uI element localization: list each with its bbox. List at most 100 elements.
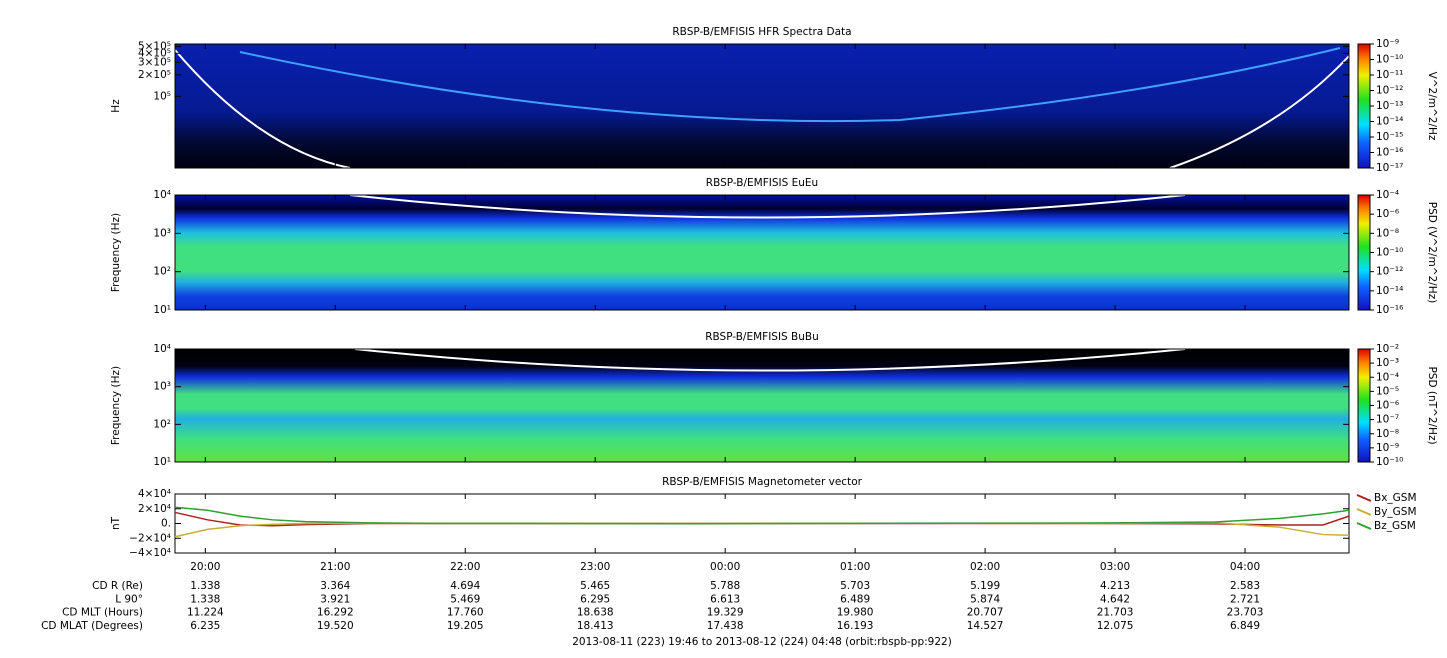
ephemeris-value: 17.438 <box>707 620 744 632</box>
ephemeris-label: L 90° <box>115 593 143 605</box>
y-tick-label: 10³ <box>153 227 171 239</box>
spectrogram-image <box>175 195 1349 310</box>
ephemeris-value: 6.613 <box>710 593 740 605</box>
y-tick-label: 10² <box>153 266 171 278</box>
y-tick-label: 2×10⁵ <box>138 69 171 81</box>
ephemeris-value: 19.329 <box>707 607 744 619</box>
colorbar-tick-label: 10⁻¹⁵ <box>1376 131 1403 143</box>
plot-frame <box>174 348 1350 463</box>
ephemeris-value: 16.292 <box>317 607 354 619</box>
y-tick-label: 10² <box>153 418 171 430</box>
spectrogram-image <box>175 349 1349 462</box>
ephemeris-value: 18.638 <box>577 607 614 619</box>
ephemeris-value: 5.465 <box>580 580 610 592</box>
ephemeris-value: 5.469 <box>450 593 480 605</box>
colorbar-tick-label: 10⁻⁹ <box>1376 442 1399 454</box>
y-tick-label: 10⁵ <box>153 90 171 102</box>
ephemeris-value: 6.295 <box>580 593 610 605</box>
colorbar-tick-label: 10⁻⁸ <box>1376 227 1399 239</box>
colorbar-tick-label: 10⁻³ <box>1376 357 1399 369</box>
legend-label: Bz_GSM <box>1374 520 1416 532</box>
ephemeris-value: 3.921 <box>320 593 350 605</box>
colorbar-label: PSD (nT^2/Hz) <box>1426 366 1438 444</box>
panel-title: RBSP-B/EMFISIS HFR Spectra Data <box>672 26 851 38</box>
colorbar-tick-label: 10⁻¹⁰ <box>1376 456 1403 468</box>
ephemeris-value: 2.721 <box>1230 593 1260 605</box>
colorbar-tick-label: 10⁻¹³ <box>1376 100 1403 112</box>
panel-title: RBSP-B/EMFISIS Magnetometer vector <box>662 476 863 488</box>
ephemeris-value: 6.849 <box>1230 620 1260 632</box>
colorbar-tick-label: 10⁻⁹ <box>1376 38 1399 50</box>
ephemeris-value: 18.413 <box>577 620 614 632</box>
colorbar-tick-label: 10⁻⁸ <box>1376 428 1399 440</box>
y-tick-label: 10⁴ <box>153 189 171 201</box>
colorbar-tick-label: 10⁻¹⁴ <box>1376 285 1403 297</box>
x-tick-label: 00:00 <box>710 561 740 573</box>
plot-frame <box>174 194 1350 311</box>
y-axis-label: nT <box>110 516 122 530</box>
colorbar-tick-label: 10⁻¹⁰ <box>1376 247 1403 259</box>
colorbar-label: PSD (V^2/m^2/Hz) <box>1426 202 1438 303</box>
colorbar-tick-label: 10⁻⁶ <box>1376 400 1399 412</box>
y-tick-label: 0. <box>161 518 171 530</box>
plot-frame <box>174 43 1350 169</box>
colorbar-tick-label: 10⁻¹⁷ <box>1376 162 1403 174</box>
x-tick-label: 21:00 <box>320 561 350 573</box>
ephemeris-value: 19.520 <box>317 620 354 632</box>
y-tick-label: 2×10⁴ <box>138 503 171 515</box>
x-tick-label: 01:00 <box>840 561 870 573</box>
legend-swatch <box>1356 522 1372 530</box>
ephemeris-value: 21.703 <box>1097 607 1134 619</box>
panel-title: RBSP-B/EMFISIS EuEu <box>706 177 818 189</box>
ephemeris-value: 4.213 <box>1100 580 1130 592</box>
colorbar-tick-label: 10⁻¹⁶ <box>1376 304 1403 316</box>
ephemeris-value: 4.694 <box>450 580 480 592</box>
y-axis-label: Hz <box>110 99 122 113</box>
colorbar-tick-label: 10⁻⁴ <box>1376 371 1399 383</box>
emission-line <box>239 47 1341 123</box>
ephemeris-value: 19.980 <box>837 607 874 619</box>
x-tick-label: 03:00 <box>1100 561 1130 573</box>
plasma-curve <box>349 194 1186 219</box>
y-tick-label: 5×10⁵ <box>138 40 171 52</box>
colorbar <box>1357 43 1371 169</box>
ephemeris-value: 5.703 <box>840 580 870 592</box>
colorbar-tick-label: 10⁻¹⁴ <box>1376 116 1403 128</box>
y-tick-label: 10⁴ <box>153 343 171 355</box>
y-tick-label: 10¹ <box>153 456 171 468</box>
footer: 2013-08-11 (223) 19:46 to 2013-08-12 (22… <box>572 636 952 648</box>
ephemeris-value: 6.489 <box>840 593 870 605</box>
y-tick-label: 4×10⁴ <box>138 488 171 500</box>
ephemeris-value: 5.874 <box>970 593 1000 605</box>
spectrogram-image <box>175 44 1349 168</box>
y-tick-label: 4×10⁵ <box>138 47 171 59</box>
legend-swatch <box>1356 508 1372 516</box>
ephemeris-value: 23.703 <box>1227 607 1264 619</box>
legend-label: Bx_GSM <box>1374 492 1417 504</box>
x-tick-label: 23:00 <box>580 561 610 573</box>
colorbar-label: V^2/m^2/Hz <box>1426 72 1438 141</box>
x-tick-label: 04:00 <box>1230 561 1260 573</box>
colorbar-tick-label: 10⁻⁷ <box>1376 414 1399 426</box>
y-tick-label: −2×10⁴ <box>129 532 171 544</box>
x-tick-label: 02:00 <box>970 561 1000 573</box>
plasma-curve <box>174 49 1350 169</box>
ephemeris-value: 1.338 <box>190 593 220 605</box>
y-tick-label: 3×10⁵ <box>138 56 171 68</box>
x-tick-label: 20:00 <box>190 561 220 573</box>
ephemeris-value: 12.075 <box>1097 620 1134 632</box>
ephemeris-label: CD MLT (Hours) <box>62 607 143 619</box>
ephemeris-value: 19.205 <box>447 620 484 632</box>
ephemeris-label: CD R (Re) <box>92 580 143 592</box>
legend-label: By_GSM <box>1374 506 1417 518</box>
ephemeris-value: 3.364 <box>320 580 350 592</box>
ephemeris-value: 2.583 <box>1230 580 1260 592</box>
y-tick-label: 10³ <box>153 381 171 393</box>
ephemeris-label: CD MLAT (Degrees) <box>41 620 143 632</box>
colorbar-tick-label: 10⁻⁶ <box>1376 208 1399 220</box>
legend-swatch <box>1356 494 1372 502</box>
colorbar-tick-label: 10⁻⁵ <box>1376 385 1399 397</box>
colorbar-tick-label: 10⁻¹² <box>1376 266 1403 278</box>
colorbar-tick-label: 10⁻¹¹ <box>1376 69 1403 81</box>
panel-title: RBSP-B/EMFISIS BuBu <box>705 331 819 343</box>
